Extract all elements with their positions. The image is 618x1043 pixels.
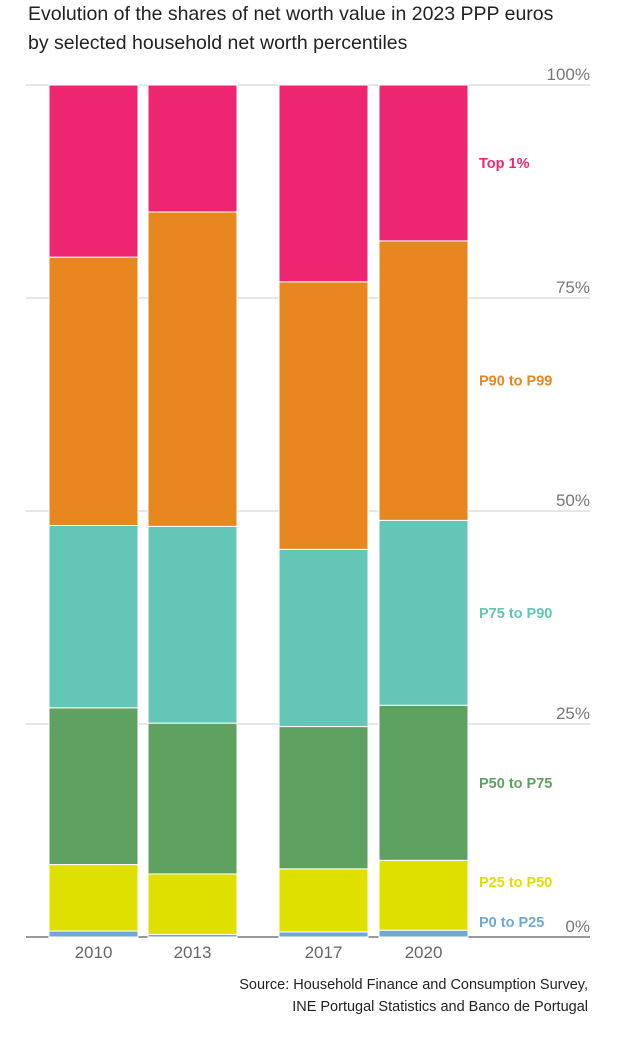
bar-segment bbox=[278, 726, 369, 870]
bar-segment bbox=[378, 704, 469, 861]
y-tick-label: 50% bbox=[556, 491, 590, 510]
legend-label: P0 to P25 bbox=[479, 915, 544, 931]
bar-segment bbox=[48, 864, 139, 932]
bar-segment bbox=[147, 873, 238, 935]
bar-segment bbox=[278, 281, 369, 550]
y-tick-label: 0% bbox=[565, 917, 590, 936]
bar-segment bbox=[48, 256, 139, 526]
bar-segment bbox=[48, 524, 139, 709]
legend-label: P50 to P75 bbox=[479, 776, 552, 792]
x-tick-label: 2010 bbox=[75, 943, 113, 962]
legend-label: P75 to P90 bbox=[479, 606, 552, 622]
bar-segment bbox=[278, 548, 369, 728]
chart-title: Evolution of the shares of net worth val… bbox=[28, 0, 608, 58]
bar-segment bbox=[278, 84, 369, 283]
bar-segment bbox=[48, 707, 139, 866]
bar-segment bbox=[378, 929, 469, 938]
source-line-1: Source: Household Finance and Consumptio… bbox=[239, 977, 588, 993]
bar-segment bbox=[378, 859, 469, 931]
legend-label: P25 to P50 bbox=[479, 875, 552, 891]
bar-segment bbox=[147, 722, 238, 875]
bar-segment bbox=[378, 240, 469, 521]
axes: 0% 25% 50% 75% 100% 2010 2013 2017 2020 bbox=[75, 65, 590, 962]
bar-segment bbox=[378, 519, 469, 706]
bar-segment bbox=[147, 84, 238, 213]
source-line-2: INE Portugal Statistics and Banco de Por… bbox=[292, 999, 588, 1015]
legend-label: Top 1% bbox=[479, 156, 530, 172]
chart-title-line: Evolution of the shares of net worth val… bbox=[28, 3, 554, 25]
x-tick-label: 2013 bbox=[174, 943, 212, 962]
bars bbox=[48, 84, 469, 938]
y-tick-label: 25% bbox=[556, 704, 590, 723]
source-note: Source: Household Finance and Consumptio… bbox=[239, 974, 588, 1018]
bar-segment bbox=[48, 930, 139, 938]
legend: P0 to P25 P25 to P50 P50 to P75 P75 to P90 P… bbox=[479, 156, 552, 931]
bar-segment bbox=[48, 84, 139, 258]
legend-label: P90 to P99 bbox=[479, 374, 552, 390]
bar-segment bbox=[147, 525, 238, 724]
x-tick-label: 2020 bbox=[405, 943, 443, 962]
bar-segment bbox=[278, 931, 369, 938]
y-tick-label: 75% bbox=[556, 278, 590, 297]
chart-subtitle-line: by selected household net worth percenti… bbox=[28, 32, 408, 54]
bar-segment bbox=[378, 84, 469, 242]
y-tick-label: 100% bbox=[547, 65, 590, 84]
bar-segment bbox=[278, 868, 369, 933]
x-tick-label: 2017 bbox=[305, 943, 343, 962]
bar-segment bbox=[147, 211, 238, 527]
